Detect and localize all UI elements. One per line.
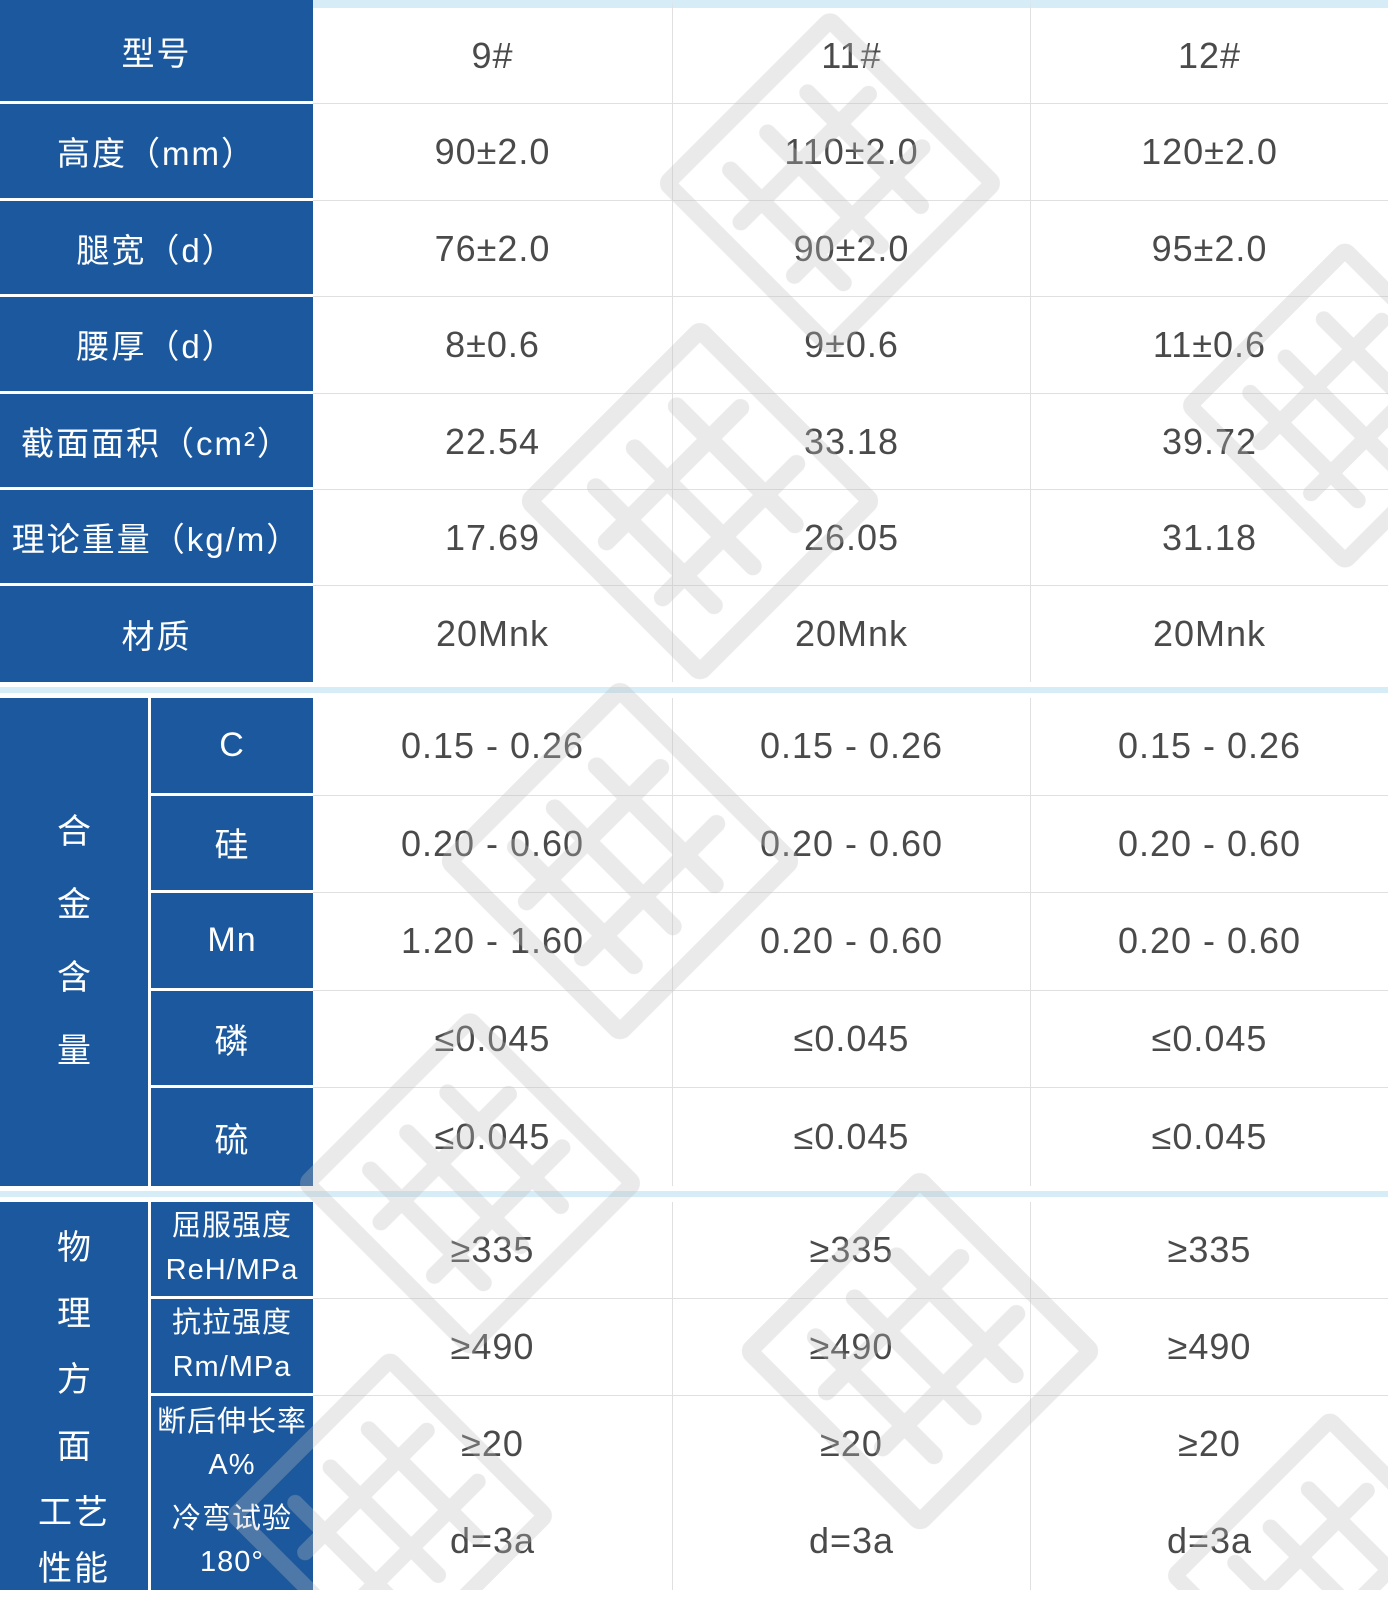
sub-row-label: 屈服强度 ReH/MPa: [151, 1201, 313, 1299]
value-cell: ≤0.045: [1030, 990, 1388, 1089]
value-cell: 0.20 - 0.60: [1030, 795, 1388, 894]
sub-row-label: 断后伸长率 A%: [151, 1395, 313, 1493]
value-cell: ≤0.045: [1030, 1088, 1388, 1186]
value-cell: 31.18: [1030, 490, 1388, 586]
value-cell: 9#: [313, 0, 672, 104]
value-cell: 90±2.0: [672, 201, 1030, 297]
section-separator: [0, 682, 1388, 698]
value-cell: 0.20 - 0.60: [1030, 893, 1388, 991]
value-cell: 76±2.0: [313, 201, 672, 297]
value-cell: ≤0.045: [313, 990, 672, 1089]
value-cell: 22.54: [313, 394, 672, 490]
separator-strip: [0, 1190, 1388, 1197]
sub-row-label: 抗拉强度 Rm/MPa: [151, 1298, 313, 1396]
value-cell: ≥490: [313, 1298, 672, 1396]
value-cell: 0.15 - 0.26: [672, 698, 1030, 796]
group-label-alloy: 合金含量: [0, 698, 151, 1186]
value-cell: 1.20 - 1.60: [313, 893, 672, 991]
separator-strip: [0, 687, 1388, 693]
value-cell: 0.20 - 0.60: [672, 893, 1030, 991]
value-cell: 39.72: [1030, 394, 1388, 490]
value-cell: 110±2.0: [672, 104, 1030, 201]
row-label-model: 型号: [0, 0, 313, 104]
sub-row-label: 冷弯试验 180°: [151, 1492, 313, 1590]
value-cell: 17.69: [313, 490, 672, 586]
value-cell: 20Mnk: [672, 586, 1030, 682]
value-cell: 0.15 - 0.26: [313, 698, 672, 796]
value-cell: 120±2.0: [1030, 104, 1388, 201]
value-cell: ≥335: [1030, 1201, 1388, 1299]
value-cell: 0.15 - 0.26: [1030, 698, 1388, 796]
row-label: 高度（mm）: [0, 104, 313, 201]
value-cell: ≤0.045: [672, 1088, 1030, 1186]
group-label-physical: 物理方面: [0, 1201, 151, 1493]
row-label: 腿宽（d）: [0, 201, 313, 297]
value-cell: 8±0.6: [313, 297, 672, 394]
sub-row-label: Mn: [151, 893, 313, 991]
value-cell: 20Mnk: [1030, 586, 1388, 682]
value-cell: ≥20: [1030, 1395, 1388, 1493]
value-cell: 9±0.6: [672, 297, 1030, 394]
table-row-model: 型号 9# 11# 12#: [0, 0, 1388, 104]
value-cell: 11±0.6: [1030, 297, 1388, 394]
value-cell: 20Mnk: [313, 586, 672, 682]
table-row-waist: 腰厚（d） 8±0.6 9±0.6 11±0.6: [0, 297, 1388, 394]
table-row-height: 高度（mm） 90±2.0 110±2.0 120±2.0: [0, 104, 1388, 201]
sub-row-label: 硅: [151, 795, 313, 894]
sub-row-label: 硫: [151, 1088, 313, 1186]
value-cell: 12#: [1030, 0, 1388, 104]
table-row-section-area: 截面面积（cm²） 22.54 33.18 39.72: [0, 394, 1388, 490]
process-performance-section: 工艺性能 冷弯试验 180° d=3a d=3a d=3a: [0, 1492, 1388, 1590]
value-cell: 90±2.0: [313, 104, 672, 201]
value-cell: ≥490: [672, 1298, 1030, 1396]
value-cell: 26.05: [672, 490, 1030, 586]
table-row-leg-width: 腿宽（d） 76±2.0 90±2.0 95±2.0: [0, 201, 1388, 297]
value-cell: 0.20 - 0.60: [313, 795, 672, 894]
table-row-theoretical-weight: 理论重量（kg/m） 17.69 26.05 31.18: [0, 490, 1388, 586]
sub-row-label: C: [151, 698, 313, 796]
row-label: 材质: [0, 586, 313, 682]
value-cell: 33.18: [672, 394, 1030, 490]
sub-row-label: 磷: [151, 990, 313, 1089]
physical-properties-section: 物理方面 屈服强度 ReH/MPa ≥335 ≥335 ≥335 抗拉强度 Rm…: [0, 1201, 1388, 1493]
value-cell: 0.20 - 0.60: [672, 795, 1030, 894]
value-cell: 11#: [672, 0, 1030, 104]
value-cell: ≥490: [1030, 1298, 1388, 1396]
value-cell: ≥20: [672, 1395, 1030, 1493]
table-row-material: 材质 20Mnk 20Mnk 20Mnk: [0, 586, 1388, 682]
value-cell: ≥335: [672, 1201, 1030, 1299]
value-cell: d=3a: [1030, 1492, 1388, 1590]
value-cell: ≤0.045: [672, 990, 1030, 1089]
section-separator: [0, 1185, 1388, 1202]
row-label: 腰厚（d）: [0, 297, 313, 394]
value-cell: d=3a: [313, 1492, 672, 1590]
value-cell: d=3a: [672, 1492, 1030, 1590]
alloy-content-section: 合金含量 C 0.15 - 0.26 0.15 - 0.26 0.15 - 0.…: [0, 698, 1388, 1186]
group-label-process: 工艺性能: [0, 1492, 151, 1590]
value-cell: 95±2.0: [1030, 201, 1388, 297]
value-cell: ≥335: [313, 1201, 672, 1299]
value-cell: ≥20: [313, 1395, 672, 1493]
value-cell: ≤0.045: [313, 1088, 672, 1186]
row-label: 理论重量（kg/m）: [0, 490, 313, 586]
row-label: 截面面积（cm²）: [0, 394, 313, 490]
